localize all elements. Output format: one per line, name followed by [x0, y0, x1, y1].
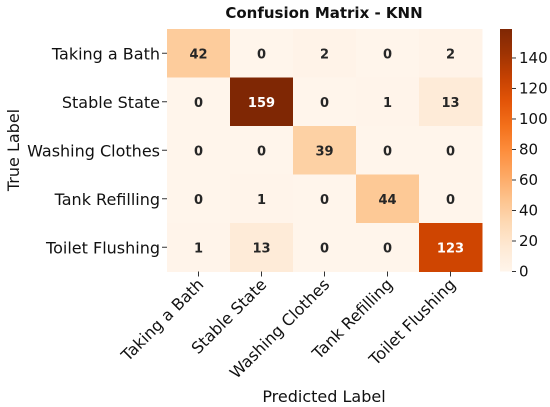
- cell-value-label: 13: [441, 96, 459, 111]
- heatmap-cell-2-0: [167, 126, 231, 175]
- cell-value-label: 0: [446, 144, 455, 159]
- heatmap-cells: 42 0 2 0 2 0 159 0 1 13 0 0 39 0 0 0 1 0 44 0 1 13 0 0 123: [167, 29, 483, 272]
- y-tick-label: Stable State: [62, 93, 160, 112]
- cell-value-label: 0: [383, 241, 392, 256]
- cell-value-label: 13: [252, 241, 270, 256]
- cell-value-label: 0: [257, 144, 266, 159]
- heatmap-cell-4-0: [167, 223, 231, 272]
- y-tick-label: Taking a Bath: [51, 44, 160, 63]
- heatmap-cell-4-3: [356, 223, 420, 272]
- y-tick-label: Toilet Flushing: [45, 238, 160, 257]
- colorbar-tick-label: 0: [519, 263, 529, 281]
- heatmap-cell-3-1: [230, 174, 294, 224]
- y-axis-label: True Label: [4, 109, 23, 192]
- heatmap-cell-0-2: [293, 29, 357, 78]
- cell-value-label: 0: [383, 47, 392, 62]
- heatmap-cell-1-2: [293, 77, 357, 127]
- colorbar-tick-label: 60: [519, 171, 538, 189]
- colorbar-tick-label: 40: [519, 201, 538, 219]
- cell-value-label: 0: [320, 96, 329, 111]
- colorbar-tick-label: 140: [519, 49, 548, 67]
- colorbar-tick-label: 120: [519, 79, 548, 97]
- y-tick-labels: Taking a Bath Stable State Washing Clothes…: [27, 44, 167, 257]
- heatmap-cell-1-1: [230, 77, 294, 127]
- cell-value-label: 42: [189, 47, 207, 62]
- heatmap-cell-3-4: [419, 174, 483, 224]
- cell-value-label: 0: [446, 193, 455, 208]
- heatmap-cell-4-4: [419, 223, 483, 272]
- heatmap-cell-2-4: [419, 126, 483, 175]
- heatmap-cell-1-3: [356, 77, 420, 127]
- heatmap-cell-0-3: [356, 29, 420, 78]
- cell-value-label: 1: [383, 96, 392, 111]
- cell-value-label: 159: [248, 96, 275, 111]
- cell-value-label: 0: [194, 144, 203, 159]
- colorbar-tick-label: 100: [519, 110, 548, 128]
- colorbar-tick-label: 20: [519, 232, 538, 250]
- colorbar: 0 20 40 60 80 100 120 140: [500, 29, 548, 281]
- heatmap-cell-2-2: [293, 126, 357, 175]
- cell-value-label: 1: [194, 241, 203, 256]
- y-tick-label: Tank Refilling: [54, 190, 160, 209]
- cell-value-label: 0: [194, 193, 203, 208]
- heatmap-cell-2-3: [356, 126, 420, 175]
- heatmap-cell-3-3: [356, 174, 420, 224]
- colorbar-gradient: [500, 29, 512, 272]
- chart-title: Confusion Matrix - KNN: [225, 4, 422, 22]
- heatmap-cell-0-1: [230, 29, 294, 78]
- heatmap-cell-3-2: [293, 174, 357, 224]
- heatmap-cell-1-4: [419, 77, 483, 127]
- colorbar-tick-label: 80: [519, 140, 538, 158]
- cell-value-label: 0: [194, 96, 203, 111]
- y-tick-label: Washing Clothes: [27, 141, 160, 160]
- cell-value-label: 39: [315, 144, 333, 159]
- cell-value-label: 0: [257, 47, 266, 62]
- heatmap-cell-0-4: [419, 29, 483, 78]
- cell-value-label: 1: [257, 193, 266, 208]
- heatmap-cell-4-1: [230, 223, 294, 272]
- cell-value-label: 44: [378, 193, 396, 208]
- cell-value-label: 2: [446, 47, 455, 62]
- cell-value-label: 0: [320, 241, 329, 256]
- x-axis-label: Predicted Label: [262, 387, 385, 406]
- cell-value-label: 123: [437, 241, 464, 256]
- heatmap-cell-4-2: [293, 223, 357, 272]
- heatmap-cell-0-0: [167, 29, 231, 78]
- cell-value-label: 0: [383, 144, 392, 159]
- heatmap-cell-2-1: [230, 126, 294, 175]
- cell-value-label: 2: [320, 47, 329, 62]
- heatmap-cell-3-0: [167, 174, 231, 224]
- cell-value-label: 0: [320, 193, 329, 208]
- heatmap-cell-1-0: [167, 77, 231, 127]
